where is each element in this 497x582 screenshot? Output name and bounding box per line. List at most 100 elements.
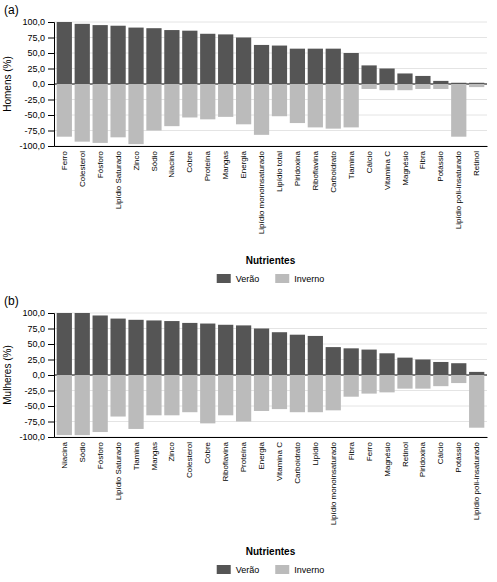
bar — [218, 84, 233, 117]
tick-label: -25,0 — [24, 386, 45, 396]
tick-label: -100,0 — [19, 141, 45, 151]
tick-label: 100,0 — [22, 308, 45, 318]
tick: 0,0 — [32, 79, 54, 89]
tick: Carboidrato — [329, 150, 338, 192]
bars — [57, 22, 485, 144]
bar — [397, 73, 412, 84]
tick-label: Proteína — [203, 150, 212, 181]
bar — [218, 375, 233, 415]
tick-label: 0,0 — [32, 79, 45, 89]
grid — [54, 22, 487, 146]
tick-mark — [48, 313, 54, 314]
tick: Lipídio poli-insaturado — [472, 441, 481, 520]
tick-label: Sódio — [150, 150, 159, 171]
grid-line — [54, 437, 487, 438]
bar — [379, 84, 394, 90]
tick: -75,0 — [24, 126, 54, 136]
axis-line — [48, 314, 55, 438]
bar — [415, 84, 430, 89]
tick-label: Niacina — [60, 441, 69, 468]
tick-label: -75,0 — [24, 126, 45, 136]
panel: -100,0-75,0-50,0-25,00,025,050,075,0100,… — [2, 3, 488, 284]
tick-mark — [48, 360, 54, 361]
bar — [218, 34, 233, 84]
tick-label: 25,0 — [27, 355, 45, 365]
axis-line — [55, 146, 488, 147]
tick: -25,0 — [24, 95, 54, 105]
bar — [469, 84, 484, 87]
bar — [344, 375, 359, 397]
bar — [397, 375, 412, 389]
bar — [57, 84, 72, 137]
bar — [164, 375, 179, 415]
tick: -50,0 — [24, 401, 54, 411]
tick: -25,0 — [24, 386, 54, 396]
tick: Riboflavina — [311, 150, 320, 190]
x-axis-title: Nutrientes — [246, 546, 296, 557]
bar — [200, 375, 215, 423]
tick: -50,0 — [24, 110, 54, 120]
tick-mark — [48, 84, 54, 85]
tick: Zinco — [167, 441, 176, 461]
tick: Carboidrato — [293, 441, 302, 483]
tick-label: -50,0 — [24, 401, 45, 411]
grid-line — [54, 313, 487, 314]
tick-label: Energia — [239, 150, 248, 178]
bar — [128, 84, 143, 144]
tick-label: Sódio — [78, 441, 87, 462]
tick-label: Mangas — [221, 151, 230, 179]
tick-label: Vitamina C — [275, 442, 284, 481]
grid-line — [54, 22, 487, 23]
bar — [308, 375, 323, 412]
bar — [415, 76, 430, 84]
grid — [54, 313, 487, 437]
tick: 50,0 — [27, 48, 54, 58]
legend-label: Inverno — [294, 565, 324, 575]
tick-label: Ferro — [60, 150, 69, 170]
bar — [128, 28, 143, 84]
bar — [93, 84, 108, 143]
panel: -100,0-75,0-50,0-25,00,025,050,075,0100,… — [2, 294, 488, 575]
panel-title: (b) — [4, 294, 19, 308]
tick: Fósforo — [96, 441, 105, 469]
bar — [326, 84, 341, 129]
bar — [272, 375, 287, 409]
tick: Ferro — [365, 441, 374, 461]
bar — [344, 84, 359, 127]
tick: Ferro — [60, 150, 69, 170]
tick-label: 50,0 — [27, 339, 45, 349]
grid-line — [54, 421, 487, 422]
tick-label: Lipídio Saturado — [114, 441, 123, 500]
legend-swatch — [217, 274, 231, 283]
tick-label: Retinol — [472, 151, 481, 176]
legend: VerãoInverno — [217, 565, 325, 575]
tick-label: Fósforo — [96, 150, 105, 178]
tick: Riboflavina — [221, 441, 230, 481]
tick: 75,0 — [27, 33, 54, 43]
series — [57, 84, 485, 144]
tick-label: -100,0 — [19, 432, 45, 442]
tick: Piridoxina — [293, 150, 302, 186]
figure: -100,0 -75,0 -50,0 -25,0 0,0 25,0 50,0 75,0 100,… — [0, 0, 497, 582]
tick-label: Lipídio poli-insaturado — [472, 441, 481, 520]
legend-swatch — [217, 565, 231, 574]
tick-mark — [48, 406, 54, 407]
bar — [164, 30, 179, 84]
bar — [272, 84, 287, 116]
tick-label: Fibra — [347, 441, 356, 460]
bar — [397, 358, 412, 375]
bar — [451, 83, 466, 84]
x-axis: FerroColesterolFósforoLipídio SaturadoZi… — [55, 147, 488, 235]
tick-label: Ferro — [365, 441, 374, 461]
legend: VerãoInverno — [217, 274, 325, 284]
bar — [200, 84, 215, 119]
tick-mark — [48, 131, 54, 132]
bar — [379, 69, 394, 85]
x-axis: NiacinaSódioFósforoLipídio SaturadoTiami… — [55, 438, 488, 526]
bar — [146, 28, 161, 84]
tick-label: -25,0 — [24, 95, 45, 105]
bar — [344, 53, 359, 84]
tick: Proteína — [239, 441, 248, 472]
tick-label: Lipídio total — [275, 151, 284, 192]
tick-label: Riboflavina — [221, 441, 230, 481]
